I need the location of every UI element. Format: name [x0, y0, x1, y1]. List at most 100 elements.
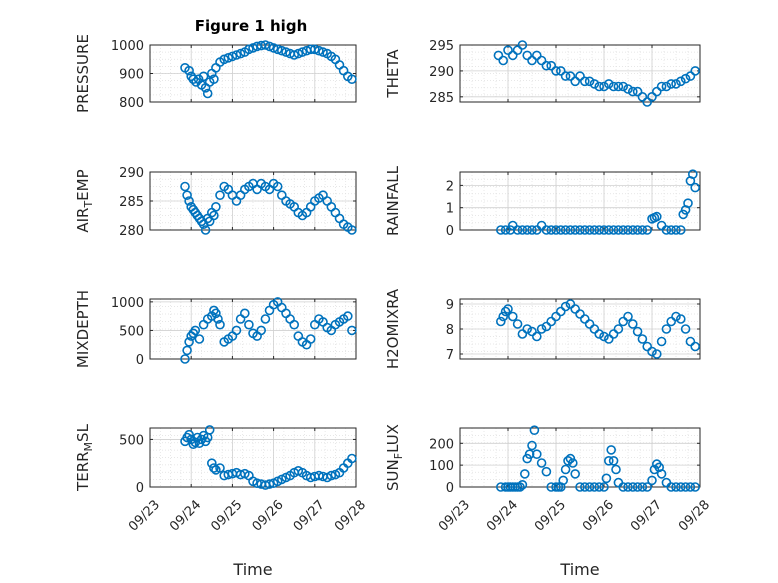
data-point [627, 482, 638, 492]
data-point [211, 63, 221, 73]
y-tick-label: 200 [429, 437, 454, 452]
data-point [213, 314, 223, 324]
data-point [613, 225, 624, 235]
data-point [507, 50, 518, 61]
y-axis-label: H2OMIXRA [384, 288, 402, 369]
data-point [188, 439, 199, 450]
data-point [690, 66, 701, 76]
data-series [180, 40, 357, 99]
data-point [519, 469, 530, 479]
data-point [215, 190, 225, 200]
data-point [647, 92, 657, 102]
data-point [264, 479, 275, 489]
y-tick-label: 2 [446, 179, 454, 194]
data-point [347, 225, 357, 235]
y-axis-label: TERRMSL [74, 423, 95, 492]
data-point [649, 464, 660, 475]
data-point [656, 81, 667, 92]
data-point [618, 482, 629, 492]
data-series [180, 425, 357, 490]
data-point [276, 45, 287, 56]
data-point [637, 92, 648, 102]
data-point [512, 319, 523, 329]
data-point [541, 60, 552, 71]
data-point [666, 482, 677, 492]
data-point [661, 324, 672, 334]
data-point [231, 325, 242, 336]
data-point [184, 429, 194, 440]
data-point [260, 314, 271, 324]
data-point [687, 169, 698, 179]
y-tick-label: 500 [119, 324, 144, 339]
data-point [522, 225, 533, 235]
data-point [623, 84, 633, 94]
data-point [204, 425, 215, 435]
y-tick-label: 285 [429, 91, 454, 106]
data-point [618, 225, 629, 235]
y-tick-label: 100 [429, 459, 454, 474]
data-point [527, 326, 537, 337]
data-point [632, 225, 643, 235]
data-point [575, 482, 585, 492]
subplot-air-temp: 280 285 290 AIRTEMP [74, 166, 357, 239]
data-point [627, 86, 638, 97]
data-point [623, 482, 633, 492]
data-point [560, 225, 571, 235]
data-point [608, 81, 619, 92]
data-point [623, 225, 633, 235]
data-series [493, 40, 701, 107]
data-point [599, 482, 609, 492]
data-point [503, 45, 513, 56]
data-point [235, 48, 246, 59]
data-point [560, 301, 571, 312]
data-point [675, 76, 686, 87]
data-point [184, 65, 194, 76]
data-point [690, 482, 701, 492]
data-point [281, 308, 291, 319]
x-axis-label: Time [559, 560, 599, 579]
data-point [536, 55, 547, 66]
data-point [594, 225, 605, 235]
data-point [618, 316, 629, 327]
data-point [570, 469, 581, 479]
data-point [527, 225, 537, 235]
y-tick-label: 285 [119, 195, 144, 210]
data-point [656, 469, 667, 479]
data-point [579, 482, 590, 492]
x-tick-label: 09/28 [332, 497, 369, 534]
data-point [500, 225, 511, 235]
data-point [522, 50, 533, 61]
data-point [531, 331, 542, 342]
data-point [522, 324, 533, 334]
data-point [326, 470, 337, 481]
data-point [184, 337, 194, 347]
data-point [318, 47, 328, 57]
data-point [656, 336, 667, 347]
data-point [584, 225, 595, 235]
data-point [272, 181, 283, 192]
y-tick-label: 1000 [111, 39, 144, 54]
data-point [675, 225, 686, 235]
y-tick-label: 8 [446, 323, 454, 338]
grid [459, 44, 701, 103]
data-point [627, 319, 638, 329]
data-point [347, 325, 357, 336]
x-tick-label: 09/25 [208, 497, 245, 534]
data-point [594, 482, 605, 492]
data-point [671, 482, 681, 492]
data-point [198, 319, 209, 330]
data-point [570, 76, 581, 87]
data-point [500, 306, 511, 317]
data-point [264, 305, 275, 316]
grid [459, 427, 701, 488]
data-point [546, 316, 557, 327]
data-point [198, 71, 209, 82]
data-point [285, 314, 295, 324]
data-point [683, 198, 693, 208]
data-point [289, 50, 300, 60]
data-point [603, 455, 614, 466]
data-point [551, 66, 561, 76]
data-point [347, 74, 357, 84]
data-point [603, 225, 614, 235]
